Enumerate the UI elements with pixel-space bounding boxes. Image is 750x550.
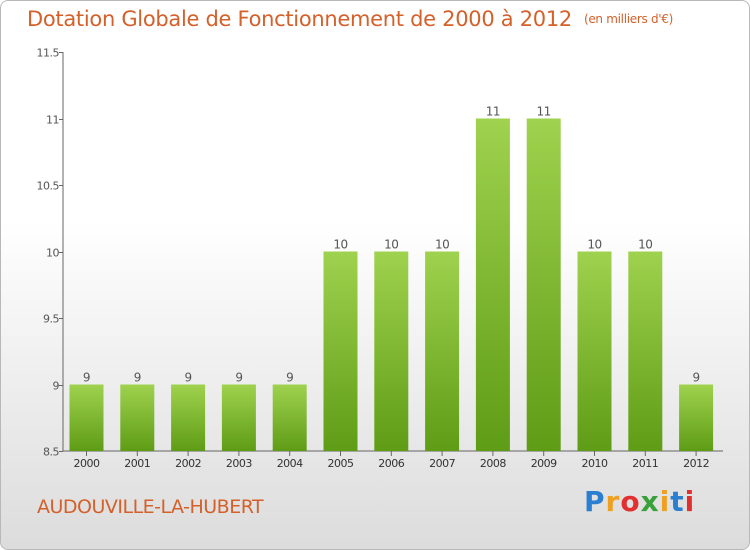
brand-letter: o (620, 485, 641, 518)
y-tick-label: 10.5 (37, 180, 60, 193)
data-label: 9 (235, 371, 242, 385)
bar-2003 (221, 384, 256, 451)
x-tick-label: 2009 (531, 457, 557, 470)
bar-2000 (69, 384, 104, 451)
bar-2011 (628, 251, 663, 451)
bar-2002 (171, 384, 206, 451)
data-label: 10 (384, 238, 398, 252)
x-tick-label: 2006 (378, 457, 404, 470)
bar-2008 (475, 118, 510, 451)
y-tick-label: 11 (46, 114, 59, 127)
bar-2012 (679, 384, 714, 451)
data-label: 10 (638, 238, 652, 252)
brand-letter: i (684, 485, 696, 518)
x-tick-label: 2003 (226, 457, 252, 470)
y-tick-label: 8.5 (43, 446, 59, 459)
brand-letter: P (584, 485, 606, 518)
data-label: 9 (185, 371, 192, 385)
data-label: 9 (134, 371, 141, 385)
x-tick-label: 2005 (328, 457, 354, 470)
x-tick-label: 2011 (632, 457, 658, 470)
data-label: 9 (83, 371, 90, 385)
proxiti-logo[interactable]: Proxiti (584, 485, 695, 518)
x-tick-label: 2007 (429, 457, 455, 470)
bar-2006 (374, 251, 409, 451)
y-tick-label: 9 (53, 380, 60, 393)
units-label: (en milliers d'€) (583, 12, 673, 26)
x-tick-label: 2012 (683, 457, 709, 470)
data-label: 11 (537, 105, 551, 119)
title-text: Dotation Globale de Fonctionnement de 20… (27, 7, 572, 31)
bar-2007 (425, 251, 460, 451)
chart-title: Dotation Globale de Fonctionnement de 20… (27, 7, 673, 31)
x-tick-label: 2002 (175, 457, 201, 470)
data-label: 11 (486, 105, 500, 119)
x-tick-label: 2008 (480, 457, 506, 470)
x-tick-label: 2010 (582, 457, 608, 470)
y-tick-label: 11.5 (37, 47, 60, 60)
bar-2010 (577, 251, 612, 451)
brand-letter: i (659, 485, 671, 518)
y-tick-label: 9.5 (43, 313, 59, 326)
data-labels: 9 9 9 9 9 10 10 10 11 11 10 10 9 (83, 105, 700, 385)
axes: 8.5 9 9.5 10 10.5 11 11.5 2000 2001 2002 2003 2004 2… (37, 47, 723, 470)
x-tick-label: 2004 (277, 457, 303, 470)
data-label: 10 (587, 238, 601, 252)
data-label: 10 (333, 238, 347, 252)
brand-letter: x (640, 485, 660, 518)
x-tick-label: 2001 (124, 457, 150, 470)
bar-2009 (526, 118, 561, 451)
commune-name: AUDOUVILLE-LA-HUBERT (37, 496, 264, 518)
y-tick-label: 10 (46, 247, 59, 260)
data-label: 9 (286, 371, 293, 385)
brand-letter: r (605, 485, 621, 518)
data-label: 9 (693, 371, 700, 385)
bar-2001 (120, 384, 155, 451)
data-label: 10 (435, 238, 449, 252)
bar-2004 (272, 384, 307, 451)
x-tick-label: 2000 (74, 457, 100, 470)
bar-2005 (323, 251, 358, 451)
brand-letter: t (670, 485, 685, 518)
bars (69, 118, 714, 451)
